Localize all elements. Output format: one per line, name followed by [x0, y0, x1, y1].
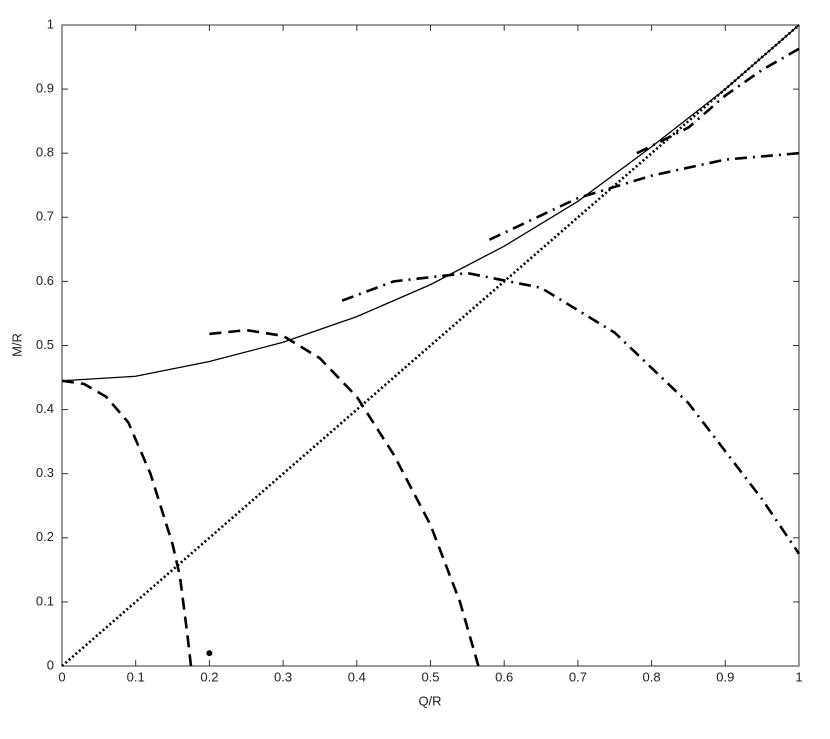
series-line: [61, 24, 800, 382]
point: [206, 650, 213, 657]
plot-frame: [61, 24, 800, 667]
y-tick-label: 0.2: [36, 529, 54, 544]
x-tick-label: 0.6: [495, 669, 513, 684]
x-tick-label: 0.5: [421, 669, 439, 684]
series-line: [636, 47, 800, 155]
x-tick-label: 0.9: [716, 669, 734, 684]
y-tick-label: 0.1: [36, 593, 54, 608]
series-line: [488, 151, 800, 241]
x-axis-label: Q/R: [418, 693, 441, 708]
y-tick-label: 0.9: [36, 81, 54, 96]
y-tick-label: 0.6: [36, 273, 54, 288]
y-tick-label: 1: [47, 16, 54, 31]
x-tick-label: 1: [795, 669, 802, 684]
x-tick-label: 0.1: [127, 669, 145, 684]
y-tick-label: 0.3: [36, 465, 54, 480]
y-axis-label: M/R: [9, 333, 24, 357]
x-tick-label: 0.2: [200, 669, 218, 684]
y-tick-label: 0.5: [36, 337, 54, 352]
x-tick-label: 0.4: [348, 669, 366, 684]
series-line: [61, 379, 193, 667]
y-tick-label: 0.8: [36, 145, 54, 160]
x-tick-label: 0.8: [643, 669, 661, 684]
series-line: [209, 328, 480, 667]
x-tick-label: 0.3: [274, 669, 292, 684]
x-tick-label: 0.7: [569, 669, 587, 684]
y-tick-label: 0.4: [36, 401, 54, 416]
x-tick-label: 0: [58, 669, 65, 684]
series-line: [61, 24, 800, 667]
y-tick-label: 0: [47, 657, 54, 672]
series-line: [341, 271, 801, 555]
y-tick-label: 0.7: [36, 209, 54, 224]
